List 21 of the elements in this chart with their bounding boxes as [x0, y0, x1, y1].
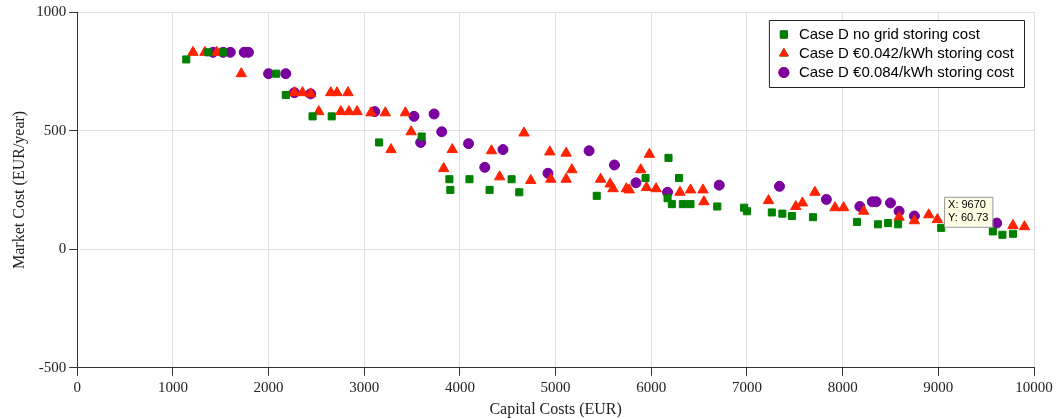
legend-label: Case D €0.042/kWh storing cost: [798, 43, 1015, 61]
x-tick-label: 6000: [636, 378, 667, 395]
x-tick-label: 0: [73, 378, 81, 395]
x-tick-label: 2000: [253, 378, 284, 395]
x-tick-label: 8000: [827, 378, 858, 395]
y-tick-label: 0: [58, 240, 67, 257]
y-tick-label: -500: [38, 358, 67, 375]
annotation: X: 9670 Y: 60.73: [948, 198, 989, 224]
x-tick-label: 5000: [540, 378, 571, 395]
legend-label: Case D no grid storing cost: [798, 24, 981, 42]
legend-label: Case D €0.084/kWh storing cost: [798, 62, 1015, 80]
x-axis-title: Capital Costs (EUR): [489, 399, 622, 418]
y-tick-label: 1000: [36, 2, 67, 19]
x-tick-label: 1000: [157, 378, 188, 395]
x-tick-label: 7000: [731, 378, 762, 395]
x-tick-label: 3000: [349, 378, 380, 395]
x-tick-label: 4000: [444, 378, 475, 395]
y-tick-label: 500: [43, 121, 67, 138]
x-tick-label: 9000: [923, 378, 954, 395]
x-tick-label: 10000: [1015, 378, 1053, 395]
y-axis-title: Market Cost (EUR/year): [9, 110, 28, 269]
